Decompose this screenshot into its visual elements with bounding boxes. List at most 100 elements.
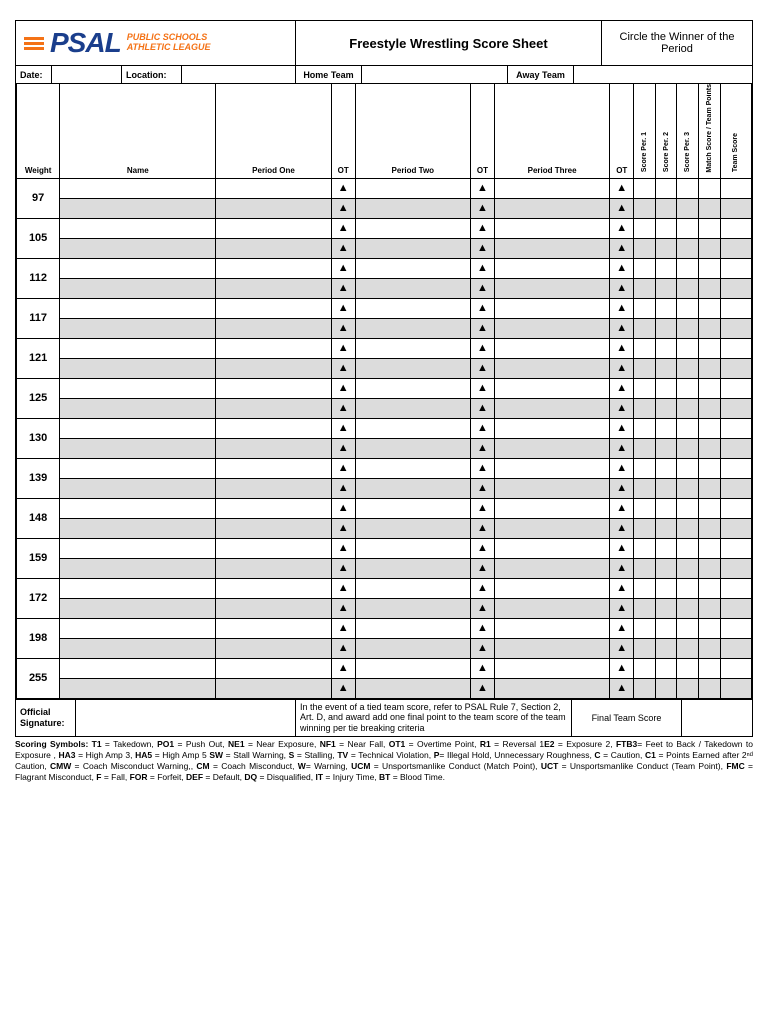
score-cell[interactable]: [634, 338, 656, 358]
score-cell[interactable]: [677, 398, 699, 418]
score-cell[interactable]: [720, 438, 751, 458]
score-cell[interactable]: [720, 378, 751, 398]
ot-cell[interactable]: ▲: [610, 478, 634, 498]
name-cell[interactable]: [60, 578, 216, 598]
score-cell[interactable]: [720, 338, 751, 358]
score-cell[interactable]: [699, 538, 721, 558]
score-cell[interactable]: [634, 418, 656, 438]
period-cell[interactable]: [494, 418, 609, 438]
period-cell[interactable]: [216, 178, 331, 198]
final-team-score-field[interactable]: [682, 699, 752, 736]
ot-cell[interactable]: ▲: [470, 558, 494, 578]
period-cell[interactable]: [494, 538, 609, 558]
score-cell[interactable]: [655, 518, 677, 538]
score-cell[interactable]: [634, 658, 656, 678]
score-cell[interactable]: [720, 578, 751, 598]
score-cell[interactable]: [634, 298, 656, 318]
name-cell[interactable]: [60, 378, 216, 398]
period-cell[interactable]: [494, 598, 609, 618]
score-cell[interactable]: [720, 618, 751, 638]
score-cell[interactable]: [699, 238, 721, 258]
ot-cell[interactable]: ▲: [331, 338, 355, 358]
score-cell[interactable]: [634, 518, 656, 538]
period-cell[interactable]: [355, 458, 470, 478]
away-team-field[interactable]: [574, 66, 752, 83]
period-cell[interactable]: [216, 378, 331, 398]
score-cell[interactable]: [655, 418, 677, 438]
score-cell[interactable]: [699, 298, 721, 318]
ot-cell[interactable]: ▲: [331, 418, 355, 438]
score-cell[interactable]: [655, 498, 677, 518]
score-cell[interactable]: [699, 398, 721, 418]
ot-cell[interactable]: ▲: [470, 398, 494, 418]
score-cell[interactable]: [699, 418, 721, 438]
ot-cell[interactable]: ▲: [610, 358, 634, 378]
score-cell[interactable]: [677, 258, 699, 278]
ot-cell[interactable]: ▲: [470, 258, 494, 278]
ot-cell[interactable]: ▲: [331, 378, 355, 398]
period-cell[interactable]: [355, 398, 470, 418]
score-cell[interactable]: [720, 558, 751, 578]
score-cell[interactable]: [699, 378, 721, 398]
score-cell[interactable]: [720, 298, 751, 318]
period-cell[interactable]: [355, 258, 470, 278]
score-cell[interactable]: [634, 458, 656, 478]
ot-cell[interactable]: ▲: [470, 678, 494, 698]
ot-cell[interactable]: ▲: [331, 658, 355, 678]
score-cell[interactable]: [699, 598, 721, 618]
ot-cell[interactable]: ▲: [470, 618, 494, 638]
score-cell[interactable]: [699, 558, 721, 578]
ot-cell[interactable]: ▲: [610, 258, 634, 278]
period-cell[interactable]: [494, 398, 609, 418]
score-cell[interactable]: [677, 658, 699, 678]
score-cell[interactable]: [699, 578, 721, 598]
period-cell[interactable]: [494, 478, 609, 498]
score-cell[interactable]: [634, 318, 656, 338]
ot-cell[interactable]: ▲: [610, 638, 634, 658]
period-cell[interactable]: [355, 498, 470, 518]
score-cell[interactable]: [720, 218, 751, 238]
score-cell[interactable]: [720, 198, 751, 218]
score-cell[interactable]: [634, 258, 656, 278]
ot-cell[interactable]: ▲: [610, 218, 634, 238]
period-cell[interactable]: [355, 338, 470, 358]
score-cell[interactable]: [699, 498, 721, 518]
ot-cell[interactable]: ▲: [331, 678, 355, 698]
ot-cell[interactable]: ▲: [610, 618, 634, 638]
score-cell[interactable]: [655, 398, 677, 418]
ot-cell[interactable]: ▲: [470, 198, 494, 218]
score-cell[interactable]: [634, 478, 656, 498]
score-cell[interactable]: [677, 218, 699, 238]
period-cell[interactable]: [216, 618, 331, 638]
name-cell[interactable]: [60, 358, 216, 378]
score-cell[interactable]: [677, 458, 699, 478]
period-cell[interactable]: [216, 278, 331, 298]
score-cell[interactable]: [699, 638, 721, 658]
score-cell[interactable]: [655, 298, 677, 318]
name-cell[interactable]: [60, 238, 216, 258]
score-cell[interactable]: [677, 338, 699, 358]
score-cell[interactable]: [655, 458, 677, 478]
ot-cell[interactable]: ▲: [331, 458, 355, 478]
period-cell[interactable]: [494, 558, 609, 578]
score-cell[interactable]: [699, 678, 721, 698]
period-cell[interactable]: [216, 238, 331, 258]
score-cell[interactable]: [655, 318, 677, 338]
score-cell[interactable]: [634, 618, 656, 638]
ot-cell[interactable]: ▲: [610, 178, 634, 198]
period-cell[interactable]: [216, 598, 331, 618]
period-cell[interactable]: [494, 178, 609, 198]
score-cell[interactable]: [634, 578, 656, 598]
score-cell[interactable]: [699, 458, 721, 478]
ot-cell[interactable]: ▲: [470, 538, 494, 558]
period-cell[interactable]: [355, 678, 470, 698]
ot-cell[interactable]: ▲: [610, 378, 634, 398]
ot-cell[interactable]: ▲: [331, 298, 355, 318]
name-cell[interactable]: [60, 678, 216, 698]
score-cell[interactable]: [634, 438, 656, 458]
score-cell[interactable]: [677, 638, 699, 658]
score-cell[interactable]: [699, 258, 721, 278]
score-cell[interactable]: [634, 238, 656, 258]
score-cell[interactable]: [677, 518, 699, 538]
ot-cell[interactable]: ▲: [470, 418, 494, 438]
